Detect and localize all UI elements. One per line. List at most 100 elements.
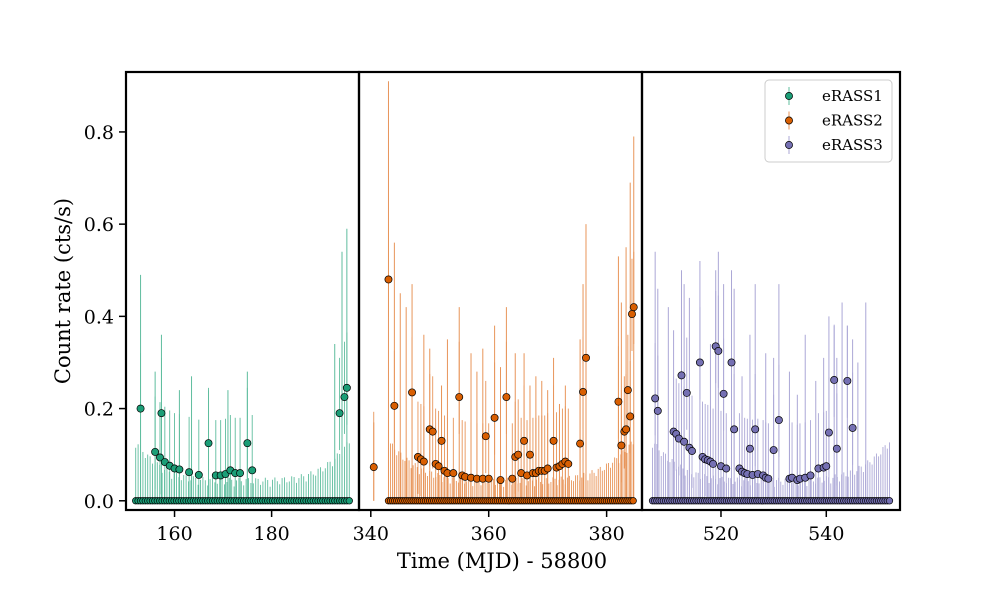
y-tick-label: 0.6 xyxy=(84,214,114,236)
data-point xyxy=(688,447,696,455)
data-point xyxy=(764,474,773,483)
panel-content-erass2 xyxy=(369,81,638,505)
data-point xyxy=(843,376,852,385)
panel-content-erass1 xyxy=(132,228,353,505)
data-point xyxy=(806,471,815,480)
data-point xyxy=(340,393,349,401)
data-point xyxy=(564,459,573,468)
data-point xyxy=(185,468,194,477)
x-tick-label: 380 xyxy=(588,523,624,545)
zero-point xyxy=(629,497,637,505)
data-point xyxy=(204,439,213,448)
legend-label-erass3: eRASS3 xyxy=(822,136,883,154)
data-points-erass3 xyxy=(651,342,857,484)
data-point xyxy=(769,446,778,455)
panels-layer: 160 180 340 360 380 520 540 0.0 0.2 0.4 0.6 0.8 xyxy=(84,70,902,545)
data-point xyxy=(626,412,635,421)
y-axis: 0.0 0.2 0.4 0.6 0.8 xyxy=(84,122,126,513)
data-point xyxy=(824,428,833,437)
data-point xyxy=(508,474,517,483)
data-point xyxy=(390,401,399,410)
data-point xyxy=(455,393,464,401)
data-point xyxy=(151,447,160,456)
data-point xyxy=(719,389,728,398)
data-point xyxy=(434,462,443,471)
data-point xyxy=(622,425,631,434)
data-point xyxy=(677,371,686,380)
data-point xyxy=(156,453,164,462)
data-point xyxy=(243,439,252,448)
y-axis-label: Count rate (cts/s) xyxy=(51,198,75,384)
data-point xyxy=(490,413,499,422)
error-band-erass3 xyxy=(652,251,890,501)
legend: eRASS1 eRASS2 eRASS3 xyxy=(764,79,893,163)
data-point xyxy=(727,358,736,367)
zero-markers-erass2 xyxy=(384,497,637,505)
data-point xyxy=(680,437,689,446)
data-point xyxy=(437,436,446,445)
x-axis-label: Time (MJD) - 58800 xyxy=(397,549,607,573)
x-tick-label: 540 xyxy=(808,523,844,545)
data-point xyxy=(751,425,760,434)
data-point xyxy=(730,425,739,434)
data-point xyxy=(175,465,184,474)
data-point xyxy=(408,388,417,397)
y-tick-label: 0.4 xyxy=(84,306,114,328)
data-point xyxy=(428,427,437,436)
data-point xyxy=(496,476,505,484)
x-tick-label: 340 xyxy=(353,523,389,545)
x-tick-label: 360 xyxy=(471,523,507,545)
data-point xyxy=(832,444,841,453)
x-tick-label: 520 xyxy=(703,523,739,545)
legend-marker-erass1 xyxy=(785,92,793,100)
data-point xyxy=(526,450,534,459)
data-point xyxy=(549,436,558,445)
data-point xyxy=(194,471,203,479)
zero-point xyxy=(885,497,894,505)
data-point xyxy=(617,441,626,450)
data-point xyxy=(722,464,731,473)
data-point xyxy=(651,394,660,403)
data-point xyxy=(248,466,257,475)
x-tick-label: 180 xyxy=(253,523,289,545)
data-point xyxy=(484,474,493,483)
panel-frame xyxy=(640,70,902,512)
y-tick-label: 0.8 xyxy=(84,122,114,144)
y-tick-label: 0.0 xyxy=(84,491,114,513)
data-point xyxy=(830,376,839,384)
data-point xyxy=(543,464,552,473)
zero-markers-erass1 xyxy=(132,497,353,505)
panel-erass3: 520 540 xyxy=(640,70,902,545)
legend-box xyxy=(764,79,893,163)
panel-content-erass3 xyxy=(648,251,894,505)
data-point xyxy=(335,409,344,418)
error-band-erass2 xyxy=(373,81,635,501)
axis-labels-layer: Count rate (cts/s) Time (MJD) - 58800 xyxy=(51,198,607,573)
data-point xyxy=(514,450,523,459)
data-point xyxy=(449,469,458,478)
x-tick-label: 160 xyxy=(156,523,192,545)
data-point xyxy=(848,423,857,432)
legend-label-erass2: eRASS2 xyxy=(822,112,883,130)
data-point xyxy=(579,388,587,396)
data-point xyxy=(653,406,662,415)
data-point xyxy=(695,358,704,367)
data-points-erass2 xyxy=(369,275,638,484)
data-point xyxy=(502,393,511,401)
legend-marker-erass3 xyxy=(785,141,793,149)
data-point xyxy=(236,469,245,478)
data-point xyxy=(714,346,723,355)
data-point xyxy=(623,386,632,395)
data-point xyxy=(520,436,529,445)
data-point xyxy=(629,303,638,312)
legend-marker-erass2 xyxy=(785,116,793,125)
data-point xyxy=(136,404,145,413)
data-point xyxy=(745,444,754,453)
data-point xyxy=(682,388,691,397)
data-point xyxy=(822,462,831,471)
data-point xyxy=(384,275,393,284)
legend-label-erass1: eRASS1 xyxy=(822,87,883,105)
data-point xyxy=(628,310,636,318)
